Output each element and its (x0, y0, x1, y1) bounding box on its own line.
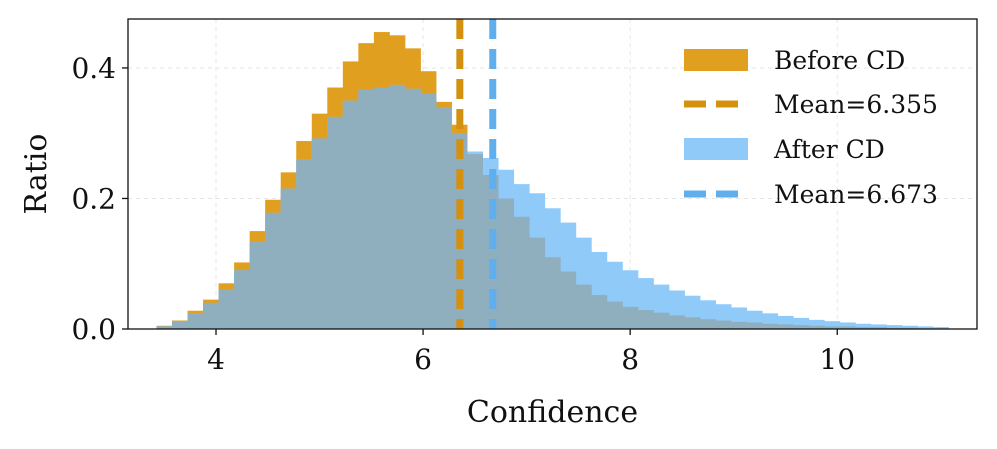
mean-lines (456, 19, 497, 329)
legend: Before CD Mean=6.355 After CD Mean=6.673 (684, 46, 938, 209)
bar-overlap (870, 327, 887, 329)
bar-after-cd (917, 326, 934, 329)
x-axis-label: Confidence (467, 395, 638, 430)
bar-overlap (544, 257, 561, 329)
bar-overlap (467, 154, 484, 329)
bar-overlap (622, 306, 639, 329)
bar-overlap (187, 313, 204, 329)
bar-overlap (684, 317, 701, 329)
y-tick-label: 0.2 (71, 182, 116, 215)
bar-after-cd (901, 325, 918, 329)
bar-overlap (855, 327, 872, 329)
legend-after-cd: After CD (684, 135, 885, 164)
bar-overlap (404, 88, 421, 330)
bar-overlap (172, 321, 188, 329)
bar-after-cd (870, 324, 887, 329)
bar-overlap (249, 242, 266, 329)
bar-overlap (901, 327, 918, 329)
legend-label: Mean=6.673 (774, 180, 938, 209)
bar-overlap (700, 319, 716, 329)
bar-overlap (793, 325, 810, 329)
x-tick-label: 10 (819, 343, 855, 376)
bar-overlap (731, 321, 748, 329)
bar-overlap (296, 159, 313, 329)
legend-before-cd: Before CD (684, 46, 905, 75)
legend-mean-before: Mean=6.355 (684, 90, 938, 119)
plot-frame (127, 18, 978, 330)
bar-overlap (777, 324, 794, 329)
legend-mean-after: Mean=6.673 (684, 180, 938, 209)
bar-after-cd (793, 317, 810, 329)
legend-label: Before CD (774, 46, 905, 75)
y-tick-label: 0.4 (71, 52, 116, 85)
bar-overlap (311, 138, 328, 329)
bar-overlap (373, 87, 390, 330)
bar-after-cd (932, 327, 949, 329)
bar-overlap (824, 326, 841, 329)
bar-overlap (653, 312, 670, 329)
bar-overlap (591, 295, 608, 329)
bar-overlap (358, 89, 375, 329)
bar-overlap (575, 284, 592, 329)
bar-overlap (668, 315, 685, 329)
bar-overlap (265, 212, 282, 329)
bar-overlap (420, 94, 437, 329)
y-axis-ticks: 0.0 0.2 0.4 (71, 52, 128, 346)
bar-overlap (529, 237, 546, 329)
bar-overlap (560, 271, 577, 329)
bar-overlap (436, 107, 452, 330)
bar-overlap (218, 289, 235, 329)
x-tick-label: 6 (414, 343, 432, 376)
bar-overlap (886, 327, 903, 329)
legend-label: After CD (773, 135, 885, 164)
bar-after-cd (824, 321, 841, 329)
bar-overlap (762, 323, 779, 329)
bar-overlap (389, 84, 406, 329)
bar-overlap (715, 320, 732, 329)
legend-swatch (684, 49, 748, 71)
overlap-bars (156, 84, 934, 330)
bar-overlap (637, 310, 654, 329)
y-tick-label: 0.0 (71, 313, 116, 346)
bar-overlap (839, 326, 856, 329)
bar-overlap (234, 270, 251, 329)
legend-label: Mean=6.355 (774, 90, 938, 119)
legend-swatch (684, 138, 748, 160)
bar-overlap (327, 116, 344, 329)
bar-after-cd (839, 322, 856, 329)
bar-overlap (498, 198, 515, 329)
x-tick-label: 4 (207, 343, 225, 376)
bar-after-cd (808, 319, 825, 329)
bar-overlap (513, 216, 530, 329)
bar-after-cd (886, 325, 903, 329)
bar-overlap (203, 302, 219, 329)
bar-overlap (606, 301, 623, 329)
y-axis-label: Ratio (19, 134, 54, 215)
bar-overlap (746, 322, 763, 329)
bar-overlap (280, 188, 297, 329)
bar-overlap (808, 325, 825, 329)
bar-overlap (156, 326, 173, 329)
bar-after-cd (855, 323, 872, 329)
x-axis-ticks: 4 6 8 10 (207, 329, 855, 376)
x-tick-label: 8 (621, 343, 639, 376)
bar-overlap (342, 100, 359, 329)
